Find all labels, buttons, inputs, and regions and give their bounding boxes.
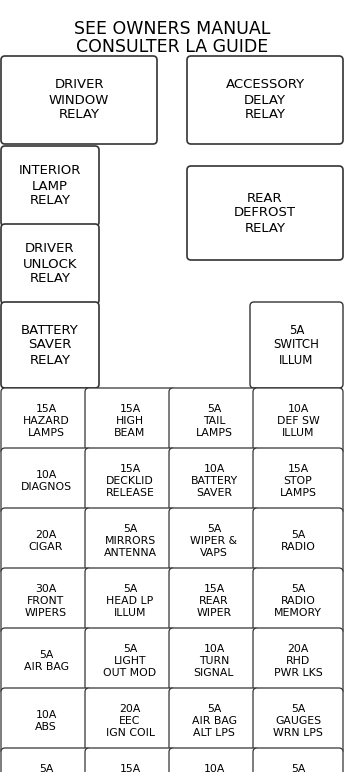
FancyBboxPatch shape [85,688,175,754]
Text: 5A
RADIO: 5A RADIO [281,530,315,552]
Text: 5A
WIPER &
VAPS: 5A WIPER & VAPS [191,524,237,557]
FancyBboxPatch shape [1,146,99,226]
Text: CONSULTER LA GUIDE: CONSULTER LA GUIDE [76,38,268,56]
FancyBboxPatch shape [1,56,157,144]
Text: BATTERY
SAVER
RELAY: BATTERY SAVER RELAY [21,323,79,367]
Text: 5A
GAUGES
WRN LPS: 5A GAUGES WRN LPS [273,704,323,737]
Text: 10A
STARTER
RELAY: 10A STARTER RELAY [190,764,238,772]
Text: 5A
RADIO
MUTE: 5A RADIO MUTE [281,764,315,772]
FancyBboxPatch shape [169,628,259,694]
Text: ACCESSORY
DELAY
RELAY: ACCESSORY DELAY RELAY [225,79,304,121]
FancyBboxPatch shape [169,688,259,754]
Text: 5A
MIRRORS
ANTENNA: 5A MIRRORS ANTENNA [104,524,157,557]
Text: 5A
LIGHT
OUT MOD: 5A LIGHT OUT MOD [104,645,157,678]
Text: SEE OWNERS MANUAL: SEE OWNERS MANUAL [74,20,270,38]
Text: 20A
EEC
IGN COIL: 20A EEC IGN COIL [106,704,154,737]
FancyBboxPatch shape [253,688,343,754]
FancyBboxPatch shape [253,448,343,514]
FancyBboxPatch shape [169,508,259,574]
Text: 15A
DECKLID
RELEASE: 15A DECKLID RELEASE [106,465,154,498]
FancyBboxPatch shape [253,628,343,694]
Text: DRIVER
UNLOCK
RELAY: DRIVER UNLOCK RELAY [23,242,77,286]
FancyBboxPatch shape [1,224,99,304]
FancyBboxPatch shape [253,508,343,574]
Text: 5A
SWITCH
ILLUM: 5A SWITCH ILLUM [273,323,320,367]
FancyBboxPatch shape [187,56,343,144]
FancyBboxPatch shape [85,508,175,574]
FancyBboxPatch shape [85,568,175,634]
Text: 5A
AIR BAG
ALT LPS: 5A AIR BAG ALT LPS [192,704,237,737]
Text: 5A
AIR BAG: 5A AIR BAG [23,650,68,672]
Text: 30A
FRONT
WIPERS: 30A FRONT WIPERS [25,584,67,618]
FancyBboxPatch shape [85,748,175,772]
Text: 20A
RHD
PWR LKS: 20A RHD PWR LKS [273,645,322,678]
FancyBboxPatch shape [85,628,175,694]
FancyBboxPatch shape [169,748,259,772]
FancyBboxPatch shape [250,302,343,388]
Text: 10A
DIAGNOS: 10A DIAGNOS [20,470,72,492]
Text: 15A
BK LPS
AC: 15A BK LPS AC [111,764,149,772]
Text: 15A
HIGH
BEAM: 15A HIGH BEAM [114,405,146,438]
FancyBboxPatch shape [1,748,91,772]
FancyBboxPatch shape [169,448,259,514]
FancyBboxPatch shape [1,508,91,574]
FancyBboxPatch shape [85,448,175,514]
Text: 10A
DEF SW
ILLUM: 10A DEF SW ILLUM [277,405,319,438]
Text: 20A
CIGAR: 20A CIGAR [29,530,63,552]
Text: DRIVER
WINDOW
RELAY: DRIVER WINDOW RELAY [49,79,109,121]
Text: INTERIOR
LAMP
RELAY: INTERIOR LAMP RELAY [19,164,81,208]
Text: 5A
SHIFT
INTLOCK: 5A SHIFT INTLOCK [22,764,69,772]
FancyBboxPatch shape [253,568,343,634]
FancyBboxPatch shape [253,748,343,772]
FancyBboxPatch shape [169,388,259,454]
Text: 5A
TAIL
LAMPS: 5A TAIL LAMPS [195,405,233,438]
FancyBboxPatch shape [169,568,259,634]
FancyBboxPatch shape [1,302,99,388]
Text: 10A
TURN
SIGNAL: 10A TURN SIGNAL [194,645,234,678]
Text: 5A
HEAD LP
ILLUM: 5A HEAD LP ILLUM [106,584,154,618]
Text: 5A
RADIO
MEMORY: 5A RADIO MEMORY [274,584,322,618]
FancyBboxPatch shape [1,388,91,454]
Text: 10A
ABS: 10A ABS [35,710,57,732]
FancyBboxPatch shape [85,388,175,454]
FancyBboxPatch shape [253,388,343,454]
Text: 15A
HAZARD
LAMPS: 15A HAZARD LAMPS [23,405,69,438]
Text: REAR
DEFROST
RELAY: REAR DEFROST RELAY [234,191,296,235]
Text: 15A
STOP
LAMPS: 15A STOP LAMPS [279,465,316,498]
Text: 15A
REAR
WIPER: 15A REAR WIPER [196,584,232,618]
FancyBboxPatch shape [1,448,91,514]
FancyBboxPatch shape [187,166,343,260]
FancyBboxPatch shape [1,568,91,634]
FancyBboxPatch shape [1,628,91,694]
Text: 10A
BATTERY
SAVER: 10A BATTERY SAVER [191,465,238,498]
FancyBboxPatch shape [1,688,91,754]
